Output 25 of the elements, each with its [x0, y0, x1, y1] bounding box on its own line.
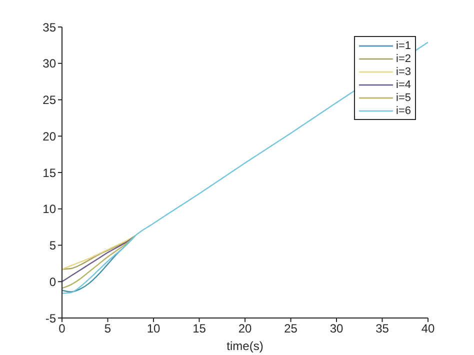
x-tick-label: 15: [192, 322, 206, 336]
legend-label: i=3: [396, 66, 411, 78]
x-tick-label: 20: [238, 322, 252, 336]
y-tick-label: 30: [42, 56, 56, 71]
x-tick-label: 10: [146, 322, 160, 336]
y-tick-label: -5: [45, 311, 56, 326]
y-tick-label: 20: [42, 129, 56, 144]
legend-label: i=2: [396, 52, 411, 64]
y-tick-label: 10: [42, 202, 56, 216]
x-tick-label: 30: [330, 322, 344, 336]
x-tick-label: 5: [104, 322, 112, 336]
y-tick-label: 15: [42, 166, 56, 180]
y-tick-label: 0: [49, 274, 56, 289]
legend-label: i=6: [396, 104, 411, 116]
y-tick-label: 35: [42, 20, 56, 34]
x-tick-label: 0: [58, 322, 66, 336]
x-tick-label: 40: [421, 322, 435, 336]
x-axis-title: time(s): [226, 339, 264, 353]
x-tick-label: 35: [376, 322, 390, 336]
legend-label: i=1: [396, 40, 411, 52]
legend-label: i=5: [396, 92, 411, 104]
legend-label: i=4: [396, 78, 411, 90]
y-tick-label: 25: [42, 93, 56, 108]
y-tick-label: 5: [49, 238, 56, 253]
x-tick-label: 25: [284, 322, 298, 336]
